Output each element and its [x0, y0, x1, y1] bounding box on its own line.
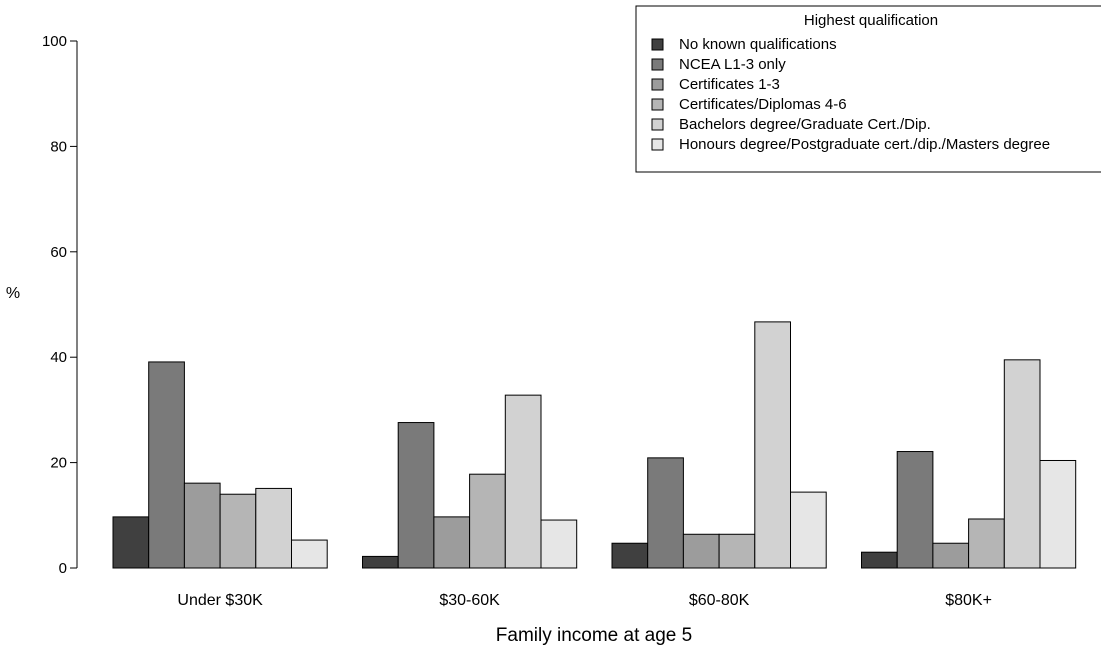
- x-tick-label: $30-60K: [439, 592, 500, 609]
- y-tick-label: 60: [50, 244, 67, 261]
- x-tick-label: Under $30K: [177, 592, 263, 609]
- y-tick-label: 40: [50, 349, 67, 366]
- legend-item-label: Certificates 1-3: [679, 76, 780, 93]
- legend-item-label: Bachelors degree/Graduate Cert./Dip.: [679, 116, 931, 133]
- legend-swatch: [651, 98, 664, 111]
- y-tick-label: 100: [42, 33, 67, 50]
- legend-swatch: [651, 38, 664, 51]
- bar: [861, 551, 898, 569]
- bar: [148, 361, 185, 569]
- bar: [932, 542, 970, 569]
- legend-swatch: [651, 118, 664, 131]
- bar: [718, 533, 756, 569]
- bar: [968, 518, 1005, 569]
- bar: [611, 542, 649, 569]
- bar: [647, 457, 684, 569]
- y-axis-label: %: [6, 285, 20, 302]
- bar: [504, 394, 542, 569]
- y-tick-label: 80: [50, 138, 67, 155]
- x-tick-label: $80K+: [945, 592, 992, 609]
- bar: [183, 482, 221, 569]
- bar: [112, 516, 150, 569]
- bar: [540, 519, 578, 569]
- bars-group: [112, 321, 1077, 569]
- legend: Highest qualification No known qualifica…: [635, 5, 1101, 173]
- x-tick-label: $60-80K: [689, 592, 750, 609]
- legend-item-label: No known qualifications: [679, 36, 837, 53]
- legend-title: Highest qualification: [804, 12, 938, 29]
- legend-swatch: [651, 78, 664, 91]
- legend-box: [635, 5, 1101, 173]
- bar: [255, 487, 293, 569]
- legend-swatch: [651, 138, 664, 151]
- y-tick-label: 0: [59, 560, 67, 577]
- bar: [896, 451, 934, 569]
- legend-item-label: Certificates/Diplomas 4-6: [679, 96, 847, 113]
- bar: [291, 539, 328, 569]
- bar: [362, 555, 399, 569]
- y-tick-label: 20: [50, 455, 67, 472]
- legend-item-label: Honours degree/Postgraduate cert./dip./M…: [679, 136, 1050, 153]
- bar: [397, 422, 435, 569]
- legend-items: No known qualifications NCEA L1-3 only Cer…: [651, 36, 1050, 153]
- x-axis-label: Family income at age 5: [496, 625, 692, 646]
- bar: [682, 533, 720, 569]
- x-axis: Under $30K $30-60K $60-80K $80K+: [177, 592, 992, 609]
- bar: [1003, 359, 1041, 569]
- bar: [754, 321, 791, 569]
- y-axis: 0 20 40 60 80 100: [42, 33, 78, 577]
- legend-item-label: NCEA L1-3 only: [679, 56, 786, 73]
- bar: [469, 473, 506, 569]
- legend-swatch: [651, 58, 664, 71]
- bar: [219, 493, 257, 569]
- bar: [433, 516, 471, 569]
- bar: [790, 491, 827, 569]
- bar: [1039, 459, 1077, 569]
